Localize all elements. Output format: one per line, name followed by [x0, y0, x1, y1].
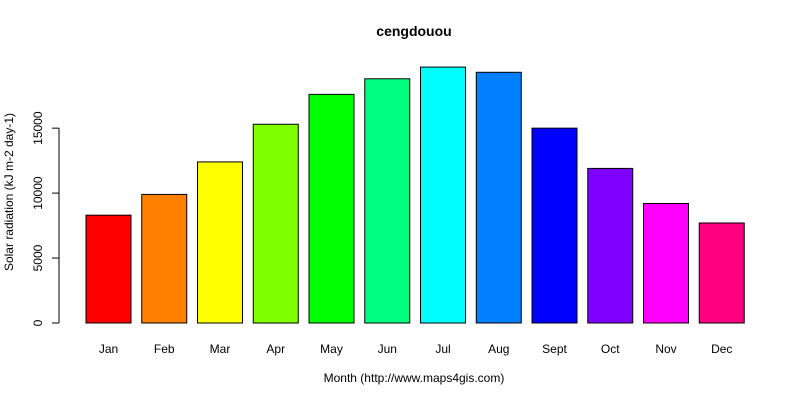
bar-mar — [197, 161, 243, 324]
bar-nov — [643, 202, 689, 324]
x-tick-label: May — [320, 342, 343, 356]
x-tick-label: Apr — [266, 342, 285, 356]
x-axis-label: Month (http://www.maps4gis.com) — [324, 371, 505, 385]
x-tick-label: Aug — [488, 342, 509, 356]
x-tick-label: Mar — [210, 342, 231, 356]
y-tick-label: 10000 — [31, 176, 45, 210]
x-tick-label: Nov — [655, 342, 676, 356]
bar-sept — [531, 127, 578, 324]
x-tick-label: Jun — [378, 342, 397, 356]
bar-jan — [85, 214, 132, 324]
x-tick-label: Sept — [542, 342, 567, 356]
y-tick-label: 5000 — [31, 244, 45, 271]
bar-jun — [364, 78, 411, 324]
x-tick-label: Jul — [435, 342, 450, 356]
x-tick-labels: Jan Feb Mar Apr May Jun Jul Aug Sept Oct Nov Dec — [99, 342, 733, 356]
x-tick-label: Feb — [154, 342, 175, 356]
y-tick-label: 0 — [31, 319, 45, 326]
bars-group — [85, 66, 745, 324]
chart-title: cengdouou — [376, 23, 451, 39]
bar-oct — [587, 167, 634, 324]
bar-apr — [252, 123, 299, 324]
bar-feb — [141, 193, 188, 324]
x-tick-label: Oct — [601, 342, 620, 356]
x-tick-label: Dec — [711, 342, 732, 356]
bar-jul — [420, 66, 466, 324]
y-tick-label: 15000 — [31, 111, 45, 145]
bar-dec — [698, 222, 745, 324]
y-axis-ticks: 0 5000 10000 15000 — [31, 111, 59, 326]
x-tick-label: Jan — [99, 342, 118, 356]
y-axis-label: Solar radiation (kJ m-2 day-1) — [2, 113, 16, 271]
bar-may — [308, 93, 355, 324]
bar-aug — [475, 71, 522, 324]
